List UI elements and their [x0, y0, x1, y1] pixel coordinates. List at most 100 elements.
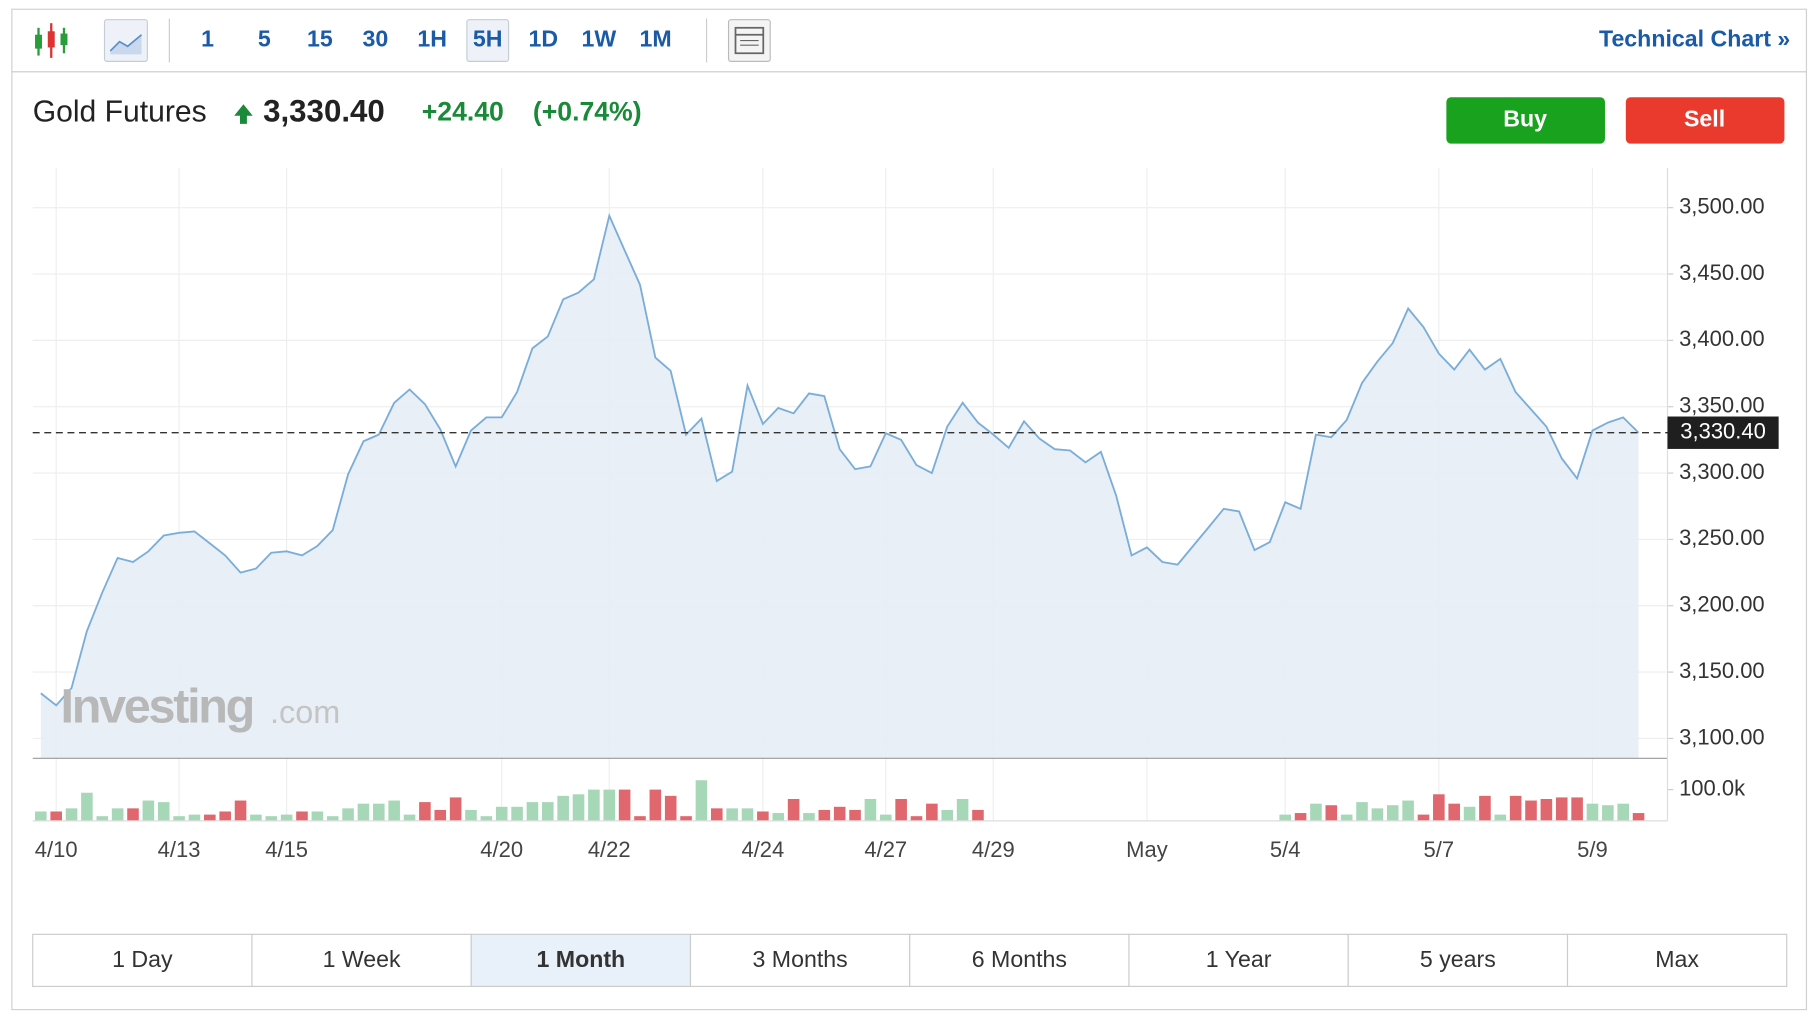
range-button[interactable] — [470, 933, 692, 988]
volume-bar — [511, 806, 523, 821]
volume-tick-label: 100.0k — [1679, 775, 1746, 800]
volume-bar — [864, 798, 877, 821]
volume-bar — [434, 809, 447, 821]
volume-bar — [326, 816, 339, 821]
x-tick-label: 5/9 — [1577, 837, 1608, 862]
interval-button[interactable]: 1D — [529, 26, 559, 52]
range-button[interactable] — [909, 933, 1130, 988]
range-label[interactable]: 1 Year — [1206, 946, 1272, 972]
range-button[interactable] — [251, 933, 472, 988]
volume-bar — [956, 798, 969, 821]
interval-button[interactable]: 30 — [363, 26, 389, 52]
range-label[interactable]: 1 Week — [323, 946, 401, 972]
sell-button[interactable] — [1625, 97, 1785, 144]
interval-button[interactable]: 1W — [582, 26, 617, 52]
x-tick-label: 4/15 — [265, 837, 308, 862]
interval-button[interactable]: 5 — [258, 26, 271, 52]
buy-button[interactable] — [1446, 97, 1605, 144]
volume-bar — [572, 794, 585, 821]
watermark-suffix: .com — [270, 694, 340, 730]
volume-bar — [1279, 814, 1292, 821]
interval-button[interactable]: 1 — [201, 26, 214, 52]
range-label[interactable]: 3 Months — [753, 946, 848, 972]
candle-icon[interactable] — [35, 23, 68, 58]
range-button[interactable] — [1566, 933, 1788, 988]
volume-bar — [1402, 800, 1414, 821]
volume-bar — [1386, 805, 1399, 821]
x-tick-label: 4/29 — [972, 837, 1015, 862]
volume-bar — [1448, 803, 1460, 821]
layout-icon[interactable] — [727, 19, 771, 62]
range-button[interactable] — [689, 933, 911, 988]
volume-bar — [1571, 797, 1583, 821]
interval-button[interactable]: 1M — [640, 26, 672, 52]
volume-bar — [634, 816, 646, 821]
y-tick-label: 3,100.00 — [1679, 724, 1765, 749]
volume-bar — [495, 806, 508, 821]
change-percent: (+0.74%) — [533, 96, 642, 126]
volume-bar — [1525, 800, 1537, 821]
volume-bar — [757, 811, 769, 821]
y-tick-label: 3,300.00 — [1679, 459, 1765, 484]
range-label[interactable]: 1 Month — [537, 946, 626, 972]
range-label[interactable]: 1 Day — [112, 946, 173, 972]
volume-bar — [849, 809, 861, 821]
last-price-label: 3,330.40 — [1680, 419, 1766, 444]
interval-button[interactable]: 1H — [417, 26, 447, 52]
volume-bar — [1617, 803, 1629, 821]
volume-bar — [142, 800, 155, 821]
interval-button[interactable]: 5H — [473, 26, 503, 52]
volume-bar — [204, 814, 216, 821]
volume-bar — [603, 789, 616, 821]
volume-bar — [35, 811, 47, 821]
volume-bar — [388, 800, 400, 821]
volume-bar — [219, 811, 231, 821]
range-label[interactable]: 6 Months — [972, 946, 1067, 972]
y-tick-label: 3,350.00 — [1679, 393, 1765, 418]
watermark: Investing — [61, 680, 254, 734]
area-icon[interactable] — [103, 19, 148, 62]
volume-bar — [173, 816, 185, 821]
technical-chart-link[interactable]: Technical Chart » — [1599, 26, 1790, 52]
y-tick-label: 3,150.00 — [1679, 658, 1765, 683]
volume-bar — [741, 808, 754, 821]
last-price-box — [1667, 416, 1779, 449]
x-tick-label: 4/20 — [480, 837, 523, 862]
volume-bar — [1479, 795, 1491, 821]
range-button[interactable] — [1347, 933, 1569, 988]
volume-bar — [1340, 814, 1353, 821]
volume-bar — [818, 809, 831, 821]
price: 3,330.40 — [263, 94, 385, 129]
buy-label[interactable]: Buy — [1503, 106, 1547, 132]
range-button[interactable] — [1128, 933, 1349, 988]
volume-bar — [280, 814, 293, 821]
volume-bar — [1540, 798, 1553, 821]
volume-bar — [787, 798, 800, 821]
volume-bar — [1494, 814, 1507, 821]
volume-bar — [803, 813, 815, 821]
volume-bar — [879, 814, 892, 821]
range-label[interactable]: 5 years — [1420, 946, 1496, 972]
volume-bar — [1294, 813, 1307, 821]
range-label[interactable]: Max — [1655, 946, 1699, 972]
x-tick-label: 5/4 — [1270, 837, 1301, 862]
x-tick-label: 4/13 — [158, 837, 201, 862]
volume-bar — [711, 808, 723, 821]
volume-bar — [557, 795, 569, 821]
interval-selected[interactable] — [466, 19, 510, 62]
sell-label[interactable]: Sell — [1684, 106, 1725, 132]
x-tick-label: 5/7 — [1424, 837, 1455, 862]
volume-bar — [1463, 806, 1476, 821]
volume-bar — [419, 802, 431, 821]
y-tick-label: 3,500.00 — [1679, 193, 1765, 218]
volume-bar — [910, 816, 923, 821]
volume-bar — [127, 808, 139, 821]
volume-bar — [618, 789, 631, 821]
volume-bar — [373, 803, 385, 821]
range-button[interactable] — [32, 933, 253, 988]
interval-button[interactable]: 15 — [307, 26, 333, 52]
volume-bar — [972, 809, 984, 821]
up-arrow — [234, 104, 253, 124]
volume-bar — [649, 789, 662, 821]
